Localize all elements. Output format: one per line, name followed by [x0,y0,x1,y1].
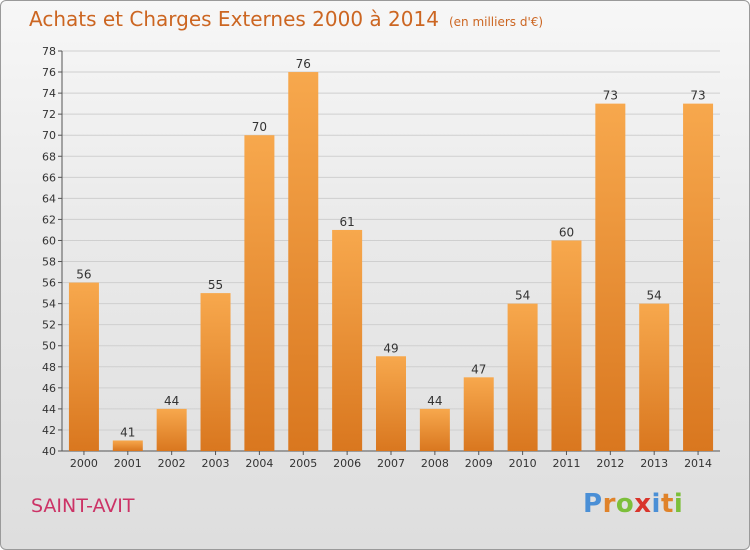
y-tick-label: 62 [42,213,56,226]
data-label: 56 [76,268,91,282]
x-tick-label: 2001 [114,457,142,470]
y-tick-label: 66 [42,171,56,184]
data-label: 44 [427,394,442,408]
bar [332,229,363,451]
bar [683,103,714,451]
x-tick-label: 2003 [202,457,230,470]
y-tick-label: 74 [42,87,56,100]
y-tick-label: 58 [42,256,56,269]
logo-letter: o [615,489,635,519]
y-tick-label: 68 [42,150,56,163]
bar [112,440,143,451]
x-tick-label: 2013 [640,457,668,470]
bar [463,377,494,451]
data-label: 70 [252,120,267,134]
x-tick-label: 2011 [552,457,580,470]
bar [639,303,670,451]
data-label: 73 [603,89,618,103]
data-label: 61 [339,215,354,229]
logo-letter: x [634,489,652,519]
y-tick-label: 76 [42,66,56,79]
data-label: 49 [383,341,398,355]
data-label: 76 [296,57,311,71]
bar [156,408,187,451]
data-label: 41 [120,425,135,439]
data-label: 60 [559,225,574,239]
chart-title: Achats et Charges Externes 2000 à 2014 (e… [29,7,543,31]
logo-letter: P [583,489,603,519]
x-tick-label: 2007 [377,457,405,470]
y-tick-label: 54 [42,298,56,311]
bar [419,408,450,451]
logo-letter: r [602,489,616,519]
logo-letter: i [673,489,684,519]
x-tick-label: 2014 [684,457,712,470]
x-tick-label: 2000 [70,457,98,470]
proxiti-logo[interactable]: Proxiti [583,489,683,519]
logo-letter: t [660,489,674,519]
bar [551,240,582,451]
y-tick-label: 48 [42,361,56,374]
y-tick-label: 52 [42,319,56,332]
x-tick-label: 2005 [289,457,317,470]
data-label: 47 [471,362,486,376]
labels: 40 42 44 46 48 50 52 54 56 58 60 62 64 66 68 70 72 74 76 78… [42,45,712,470]
y-tick-label: 40 [42,445,56,458]
x-tick-label: 2006 [333,457,361,470]
y-tick-label: 60 [42,234,56,247]
x-tick-label: 2004 [245,457,273,470]
y-tick-label: 78 [42,45,56,58]
bar [244,135,275,452]
chart-title-text: Achats et Charges Externes 2000 à 2014 [29,7,439,31]
x-tick-label: 2008 [421,457,449,470]
y-tick-label: 64 [42,192,56,205]
y-tick-label: 72 [42,108,56,121]
y-tick-label: 70 [42,129,56,142]
bar [595,103,626,451]
x-tick-label: 2002 [158,457,186,470]
bar [376,356,406,451]
bar [507,303,538,451]
y-tick-label: 50 [42,340,56,353]
logo-letter: i [651,489,661,519]
y-tick-label: 42 [42,424,56,437]
y-tick-label: 44 [42,403,56,416]
bars [68,72,714,452]
x-tick-label: 2009 [465,457,493,470]
y-tick-label: 56 [42,277,56,290]
bar [68,282,99,451]
data-label: 54 [515,289,530,303]
bar [200,293,231,451]
data-label: 73 [690,89,705,103]
data-label: 54 [647,289,662,303]
bar [288,72,319,451]
data-label: 55 [208,278,223,292]
place-name: SAINT-AVIT [31,495,135,517]
y-tick-label: 46 [42,382,56,395]
x-tick-label: 2012 [596,457,624,470]
x-tick-label: 2010 [509,457,537,470]
chart-subtitle: (en milliers d'€) [448,15,544,29]
data-label: 44 [164,394,179,408]
